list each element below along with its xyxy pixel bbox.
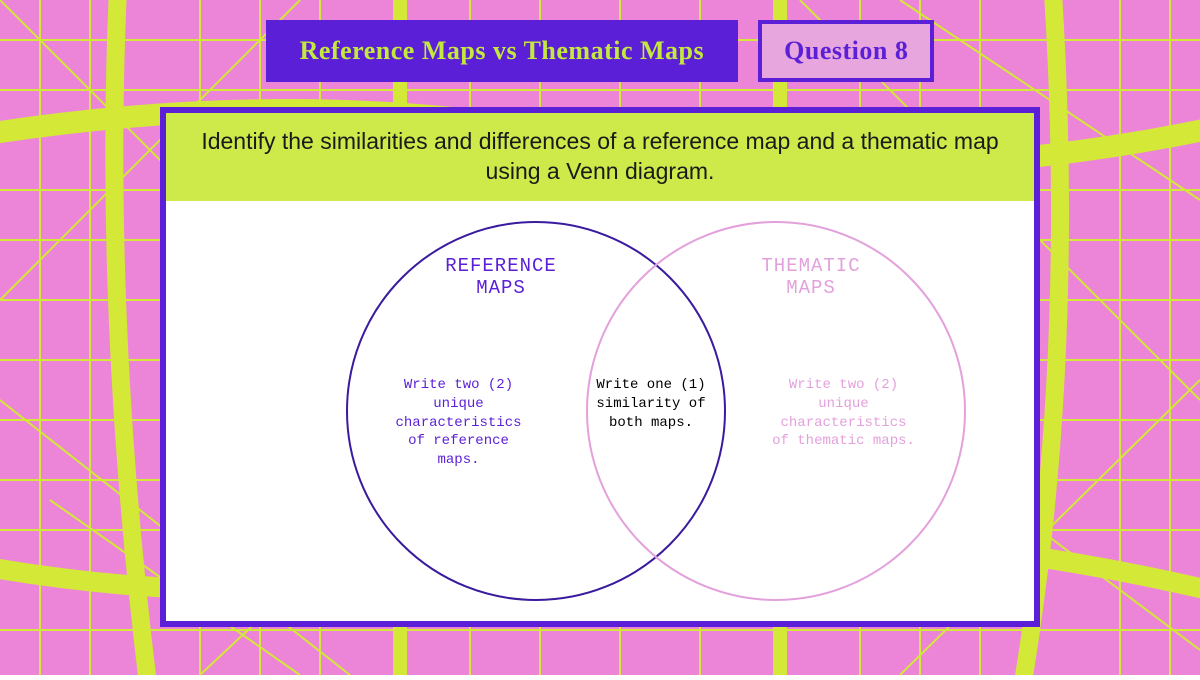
header-row: Reference Maps vs Thematic Maps Question… xyxy=(0,0,1200,82)
venn-left-text: Write two (2) unique characteristics of … xyxy=(386,376,531,470)
instruction-text: Identify the similarities and difference… xyxy=(166,113,1034,201)
question-number-box: Question 8 xyxy=(758,20,934,82)
venn-center-text: Write one (1) similarity of both maps. xyxy=(586,376,716,433)
venn-right-text: Write two (2) unique characteristics of … xyxy=(771,376,916,452)
instruction-panel: Identify the similarities and difference… xyxy=(160,107,1040,627)
venn-right-title: THEMATIC MAPS xyxy=(731,256,891,300)
venn-left-title: REFERENCE MAPS xyxy=(421,256,581,300)
venn-diagram-area: REFERENCE MAPS THEMATIC MAPS Write two (… xyxy=(166,201,1034,621)
slide-content: Reference Maps vs Thematic Maps Question… xyxy=(0,0,1200,675)
main-title-box: Reference Maps vs Thematic Maps xyxy=(266,20,738,82)
